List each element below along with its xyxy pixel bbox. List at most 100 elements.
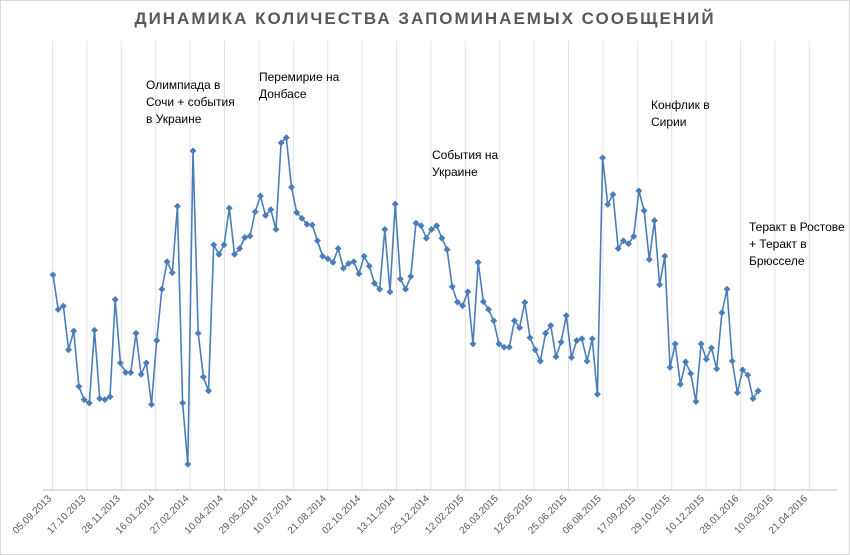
data-point [272, 225, 280, 233]
data-point [49, 271, 57, 279]
annotation: Конфлик в Сирии [651, 98, 710, 129]
data-point [282, 134, 290, 142]
data-point [656, 281, 664, 289]
data-point [744, 371, 752, 379]
data-point [687, 370, 695, 378]
data-point [199, 373, 207, 381]
data-point [116, 359, 124, 367]
data-point [303, 220, 311, 228]
data-point-group [49, 134, 762, 468]
data-point [75, 382, 83, 391]
data-point [510, 317, 519, 325]
data-point [640, 207, 648, 215]
data-point [80, 396, 88, 404]
data-point [739, 366, 747, 374]
annotation-line: Теракт в Ростове [749, 220, 845, 234]
data-point [676, 380, 684, 388]
data-point [516, 324, 524, 332]
data-point [624, 240, 633, 248]
annotation-line: Украине [432, 165, 478, 179]
series-line [52, 135, 759, 465]
data-point [158, 285, 166, 293]
data-point [137, 370, 145, 378]
data-point [365, 262, 373, 270]
data-point [210, 241, 218, 249]
data-point [438, 234, 446, 242]
data-point [308, 221, 316, 229]
data-point [70, 327, 78, 335]
annotation-line: + Теракт в [749, 237, 807, 251]
annotation-line: События на [432, 148, 498, 162]
data-point [619, 237, 627, 245]
data-point [547, 321, 555, 330]
data-point [101, 396, 109, 404]
annotation-line: в Украине [146, 112, 202, 126]
data-point [54, 305, 62, 313]
x-tick-label-group: 05.09.201317.10.201328.11.201316.01.2014… [11, 493, 810, 536]
data-point [324, 255, 332, 263]
data-point [718, 309, 726, 317]
data-point [593, 390, 601, 398]
data-point [500, 343, 508, 351]
data-point [256, 192, 264, 200]
data-point [236, 244, 244, 253]
data-point [329, 258, 337, 266]
data-point [448, 283, 456, 291]
data-point [386, 288, 394, 296]
data-point [407, 272, 415, 280]
data-point [562, 312, 570, 320]
data-point [588, 335, 596, 343]
data-point [567, 353, 576, 362]
data-point [474, 258, 482, 266]
data-point [433, 222, 441, 230]
data-point [552, 353, 560, 361]
data-point [220, 241, 228, 249]
data-point [153, 337, 161, 345]
data-point [671, 340, 679, 348]
data-point [59, 302, 67, 310]
data-point [713, 365, 721, 373]
data-point [505, 343, 513, 351]
data-point [733, 389, 741, 397]
data-point [697, 340, 705, 348]
data-point [630, 232, 638, 240]
data-point [189, 147, 197, 155]
annotation-line: Сирии [651, 115, 686, 129]
data-point [417, 222, 425, 230]
data-point [728, 357, 736, 365]
data-point [319, 252, 327, 260]
data-point [443, 246, 451, 254]
annotation-line: Брюсселе [749, 254, 805, 268]
annotation: Перемирие на Донбасе [259, 70, 340, 101]
data-point [313, 237, 321, 245]
data-point [381, 225, 389, 233]
data-point [132, 329, 140, 337]
annotation: Теракт в Ростове + Теракт в Брюсселе [749, 220, 845, 268]
data-point [147, 400, 156, 408]
data-point [573, 337, 581, 345]
data-point [464, 288, 472, 296]
data-point [495, 340, 503, 348]
annotation-line: Сочи + события [146, 95, 235, 109]
data-point [339, 264, 347, 272]
data-point [707, 344, 716, 352]
data-point [142, 359, 150, 367]
data-point [391, 200, 399, 208]
annotation-line: Олимпиада в [146, 78, 220, 92]
annotation-line: Донбасе [259, 87, 307, 101]
data-point [754, 387, 762, 395]
annotation-group: Олимпиада в Сочи + события в Украине Переми… [146, 70, 845, 268]
data-point [267, 206, 275, 214]
data-point [422, 234, 430, 242]
data-point [360, 252, 368, 260]
data-point [723, 285, 731, 293]
data-point [246, 232, 254, 240]
data-point [173, 202, 181, 210]
data-point [604, 200, 612, 208]
data-point [184, 460, 192, 468]
data-point [215, 250, 223, 258]
data-point [536, 357, 544, 365]
data-point [65, 346, 73, 354]
data-point [293, 208, 301, 217]
